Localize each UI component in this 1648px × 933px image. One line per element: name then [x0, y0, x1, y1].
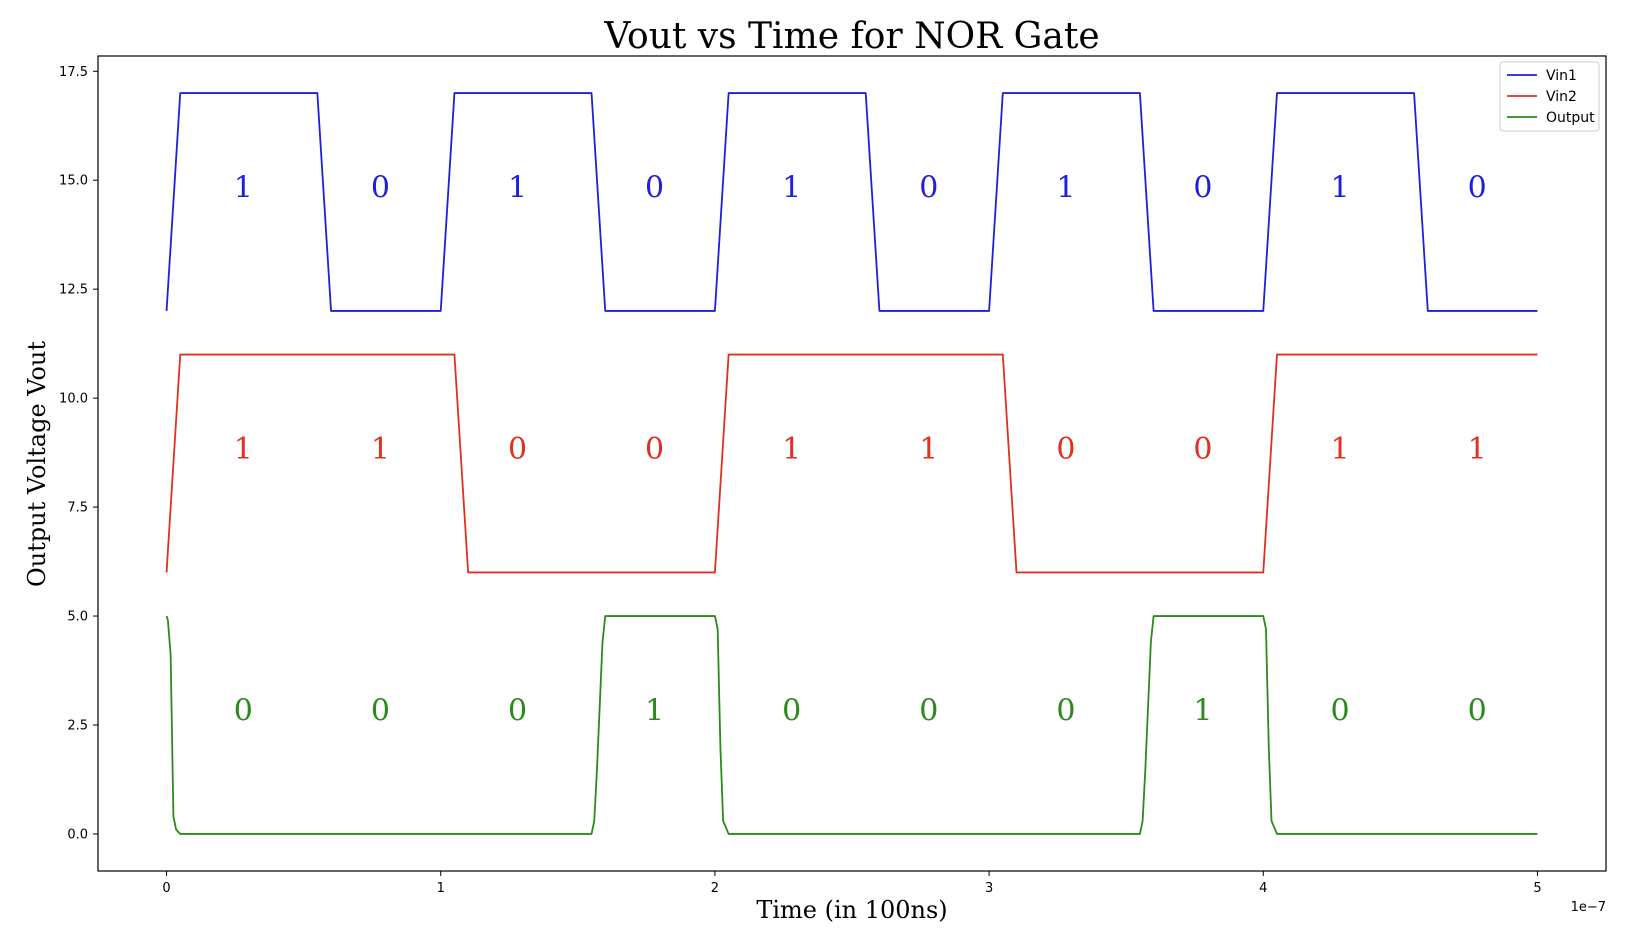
bit-label-vin1: 0 [645, 171, 664, 206]
series-line-vin1 [165, 92, 1538, 312]
legend-label: Vin2 [1546, 89, 1577, 105]
legend-box [1499, 61, 1600, 132]
bit-label-vin1: 1 [782, 171, 801, 206]
bit-label-output: 1 [645, 694, 664, 729]
x-tick-label: 2 [711, 881, 719, 896]
bit-label-output: 0 [234, 694, 253, 729]
bit-annotations: 1 0 1 0 1 0 1 0 1 0 1 1 0 0 1 1 0 0 1 1 0 0 0 1 0 0 0 1 0 0 [234, 171, 1487, 729]
series-line-output [165, 615, 1538, 835]
x-tick-label: 5 [1533, 881, 1541, 896]
y-axis-label: Output Voltage Vout [23, 341, 51, 587]
chart-title: Vout vs Time for NOR Gate [603, 16, 1099, 57]
y-tick-label: 7.5 [67, 501, 88, 516]
y-tick-label: 12.5 [59, 283, 88, 298]
bit-label-vin2: 1 [782, 432, 801, 467]
bit-label-output: 0 [1330, 694, 1349, 729]
y-tick-label: 15.0 [59, 174, 88, 189]
legend: Vin1 Vin2 Output [1499, 61, 1600, 132]
bit-label-output: 0 [782, 694, 801, 729]
x-tick-label: 3 [985, 881, 993, 896]
x-axis-label: Time (in 100ns) [756, 896, 947, 924]
y-axis-ticks: 0.0 2.5 5.0 7.5 10.0 12.5 15.0 17.5 [59, 65, 98, 842]
series-line-vin2 [165, 353, 1538, 574]
bit-label-output: 0 [371, 694, 390, 729]
y-tick-label: 0.0 [67, 827, 88, 842]
bit-label-output: 0 [1468, 694, 1487, 729]
bit-label-output: 0 [1056, 694, 1075, 729]
x-axis-ticks: 0 1 2 3 4 5 [162, 871, 1542, 896]
bit-label-vin2: 0 [1193, 432, 1212, 467]
bit-label-vin1: 0 [371, 171, 390, 206]
series-lines [165, 92, 1538, 835]
bit-label-vin2: 1 [1330, 432, 1349, 467]
bit-label-vin2: 1 [234, 432, 253, 467]
y-tick-label: 17.5 [59, 65, 88, 80]
bit-label-vin2: 0 [1056, 432, 1075, 467]
bit-label-vin2: 0 [645, 432, 664, 467]
x-offset-text: 1e−7 [1571, 900, 1606, 915]
bit-label-vin1: 1 [234, 171, 253, 206]
bit-label-vin1: 1 [1056, 171, 1075, 206]
bit-label-vin2: 1 [919, 432, 938, 467]
y-tick-label: 10.0 [59, 392, 88, 407]
bit-label-output: 0 [919, 694, 938, 729]
y-tick-label: 2.5 [67, 718, 88, 733]
bit-label-vin1: 0 [919, 171, 938, 206]
x-tick-label: 4 [1259, 881, 1267, 896]
bit-label-vin1: 0 [1468, 171, 1487, 206]
legend-label: Output [1546, 110, 1595, 126]
bit-label-vin1: 1 [508, 171, 527, 206]
bit-label-vin2: 1 [1468, 432, 1487, 467]
bit-label-output: 0 [508, 694, 527, 729]
bit-label-vin2: 1 [371, 432, 390, 467]
plot-frame [97, 55, 1607, 872]
x-tick-label: 0 [162, 881, 170, 896]
bit-label-vin2: 0 [508, 432, 527, 467]
legend-label: Vin1 [1546, 68, 1577, 84]
bit-label-vin1: 0 [1193, 171, 1212, 206]
x-tick-label: 1 [437, 881, 445, 896]
y-tick-label: 5.0 [67, 610, 88, 625]
bit-label-vin1: 1 [1330, 171, 1349, 206]
bit-label-output: 1 [1193, 694, 1212, 729]
